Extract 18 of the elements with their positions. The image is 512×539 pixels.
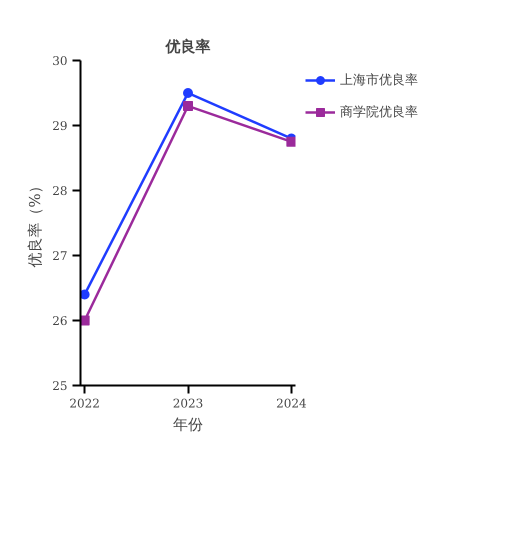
point <box>183 101 193 111</box>
x-tick-label: 2023 <box>172 396 204 410</box>
x-tick-label: 2022 <box>69 396 100 410</box>
legend-label: 上海市优良率 <box>340 72 418 89</box>
point <box>286 136 296 147</box>
point <box>80 290 90 300</box>
y-tick-label: 25 <box>52 379 68 393</box>
legend-label: 商学院优良率 <box>340 104 418 121</box>
y-tick-label: 29 <box>52 119 68 133</box>
chart-title: 优良率 <box>164 38 210 56</box>
y-tick-label: 27 <box>52 249 68 263</box>
x-axis-title: 年份 <box>173 416 203 434</box>
y-axis-title: 优良率（%） <box>26 178 44 268</box>
x-tick-label: 2024 <box>276 396 307 410</box>
y-tick-label: 28 <box>52 184 68 198</box>
y-tick-label: 30 <box>52 54 68 68</box>
y-tick-label: 26 <box>52 314 68 328</box>
point <box>183 88 193 98</box>
